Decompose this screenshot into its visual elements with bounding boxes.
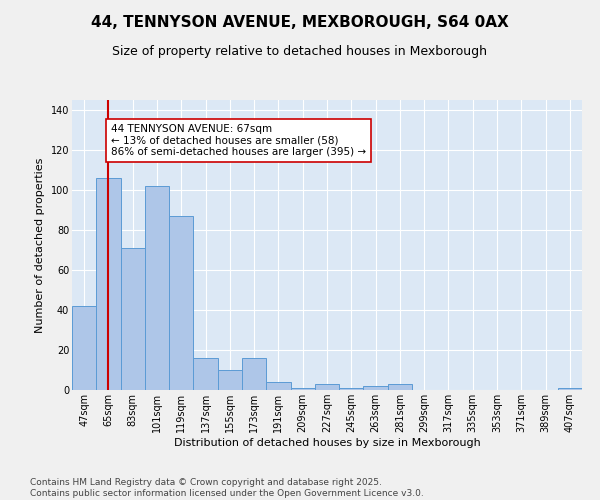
Text: Size of property relative to detached houses in Mexborough: Size of property relative to detached ho… (113, 45, 487, 58)
X-axis label: Distribution of detached houses by size in Mexborough: Distribution of detached houses by size … (173, 438, 481, 448)
Bar (242, 358, 266, 390)
Bar (364, 386, 388, 390)
Bar (193, 358, 218, 390)
Bar (218, 370, 242, 390)
Y-axis label: Number of detached properties: Number of detached properties (35, 158, 45, 332)
Text: Contains HM Land Registry data © Crown copyright and database right 2025.
Contai: Contains HM Land Registry data © Crown c… (30, 478, 424, 498)
Bar (72, 306, 96, 390)
Bar (121, 248, 145, 390)
Bar (339, 388, 364, 390)
Bar (388, 384, 412, 390)
Text: 44 TENNYSON AVENUE: 67sqm
← 13% of detached houses are smaller (58)
86% of semi-: 44 TENNYSON AVENUE: 67sqm ← 13% of detac… (111, 124, 366, 157)
Bar (558, 388, 582, 390)
Bar (96, 178, 121, 390)
Bar (169, 216, 193, 390)
Bar (145, 186, 169, 390)
Bar (266, 382, 290, 390)
Text: 44, TENNYSON AVENUE, MEXBOROUGH, S64 0AX: 44, TENNYSON AVENUE, MEXBOROUGH, S64 0AX (91, 15, 509, 30)
Bar (290, 388, 315, 390)
Bar (315, 384, 339, 390)
